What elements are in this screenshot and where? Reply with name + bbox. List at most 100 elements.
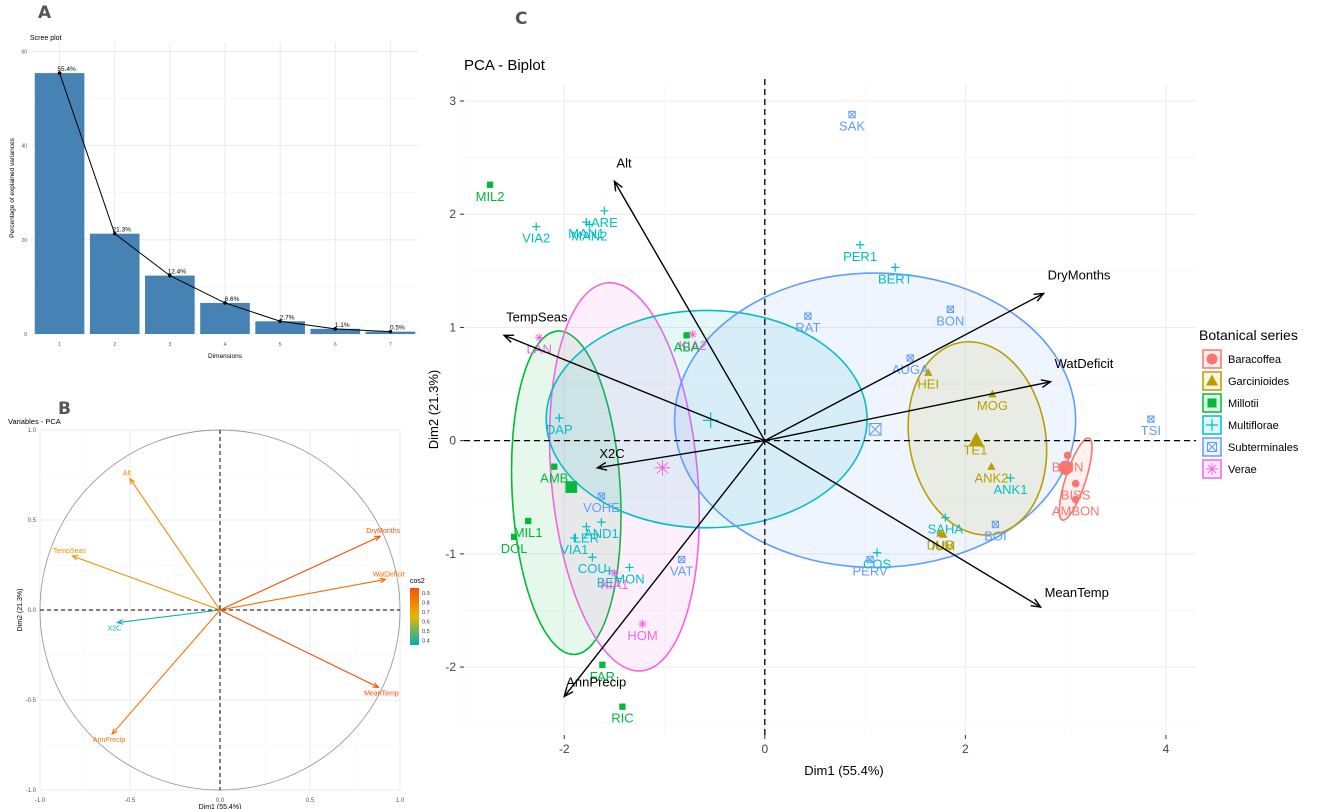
point-kia2	[688, 330, 697, 339]
ellipse-subterminales	[673, 272, 1077, 569]
legend-label-baracoffea: Baracoffea	[1228, 354, 1282, 366]
scree-x-tick: 5	[279, 342, 282, 348]
point-are	[600, 206, 609, 216]
point-label-perv: PERV	[853, 564, 888, 579]
var-vector-meantemp	[219, 609, 379, 688]
biplot-y-tick: -2	[445, 660, 456, 674]
biplot-arrow-label: X2C	[599, 446, 624, 461]
legend-label-subterminales: Subterminales	[1228, 442, 1299, 454]
biplot-y-tick: -1	[445, 547, 456, 561]
point-per1	[855, 240, 865, 249]
point-label-dub: DUB	[927, 537, 954, 552]
biplot-y-tick: 1	[449, 320, 456, 334]
scree-point	[278, 319, 282, 324]
cos2-tick: 0.5	[422, 629, 430, 635]
point-label-hom: HOM	[627, 628, 657, 643]
point-label-mil1: MIL1	[514, 525, 543, 540]
scree-y-tick: 0	[24, 332, 27, 338]
biplot-arrowhead	[1033, 292, 1046, 302]
biplot-y-tick: 2	[449, 207, 456, 221]
scree-y-tick: 60	[21, 49, 27, 55]
biplot-arrow-label: MeanTemp	[1045, 585, 1109, 600]
cos2-legend-title: cos2	[410, 578, 425, 585]
point-ank1	[1006, 473, 1015, 483]
point-label-dol: DOL	[501, 541, 528, 556]
point-label-ium: IUM	[931, 539, 955, 554]
point-amb	[551, 463, 558, 470]
point-ank2	[987, 462, 996, 470]
var-y-tick: -0.5	[26, 698, 37, 704]
biplot-arrow-label: AnnPrecip	[566, 675, 626, 690]
point-label-vohe: VOHE	[583, 500, 620, 515]
point-label-and1: AND1	[584, 526, 619, 541]
scree-bar	[255, 321, 305, 334]
point-label-tsi: TSI	[1141, 423, 1161, 438]
point-label-ler: LER	[574, 531, 599, 546]
scree-point	[112, 231, 117, 236]
point-label-per1: PER1	[843, 249, 877, 264]
var-vector-annprecip	[111, 609, 221, 735]
point-cos	[872, 548, 882, 557]
point-label-amb: AMB	[540, 471, 568, 486]
var-vector-label: X2C	[108, 626, 122, 633]
point-te1	[971, 433, 980, 442]
legend-label-garcinioides: Garcinioides	[1228, 376, 1290, 388]
legend-marker-garcinioides	[1206, 374, 1218, 386]
biplot-arrowhead	[502, 334, 515, 343]
centroid-millotii	[565, 481, 578, 493]
point-label-via2: VIA2	[522, 231, 550, 246]
point-label-bon: BON	[936, 313, 964, 328]
cos2-tick: 0.7	[422, 610, 430, 616]
biplot-arrowhead	[1030, 598, 1043, 608]
point-cou	[588, 553, 597, 562]
point-dol	[510, 533, 518, 541]
point-label-ank1: ANK1	[994, 482, 1028, 497]
cos2-tick: 0.9	[422, 591, 430, 597]
var-arrowhead	[115, 619, 124, 625]
legend-marker-baracoffea	[1206, 353, 1218, 365]
point-lan	[535, 333, 544, 342]
biplot-x-tick: 2	[962, 742, 969, 756]
legend-label-multiflorae: Multiflorae	[1228, 420, 1279, 432]
point-label-ric: RIC	[611, 711, 633, 726]
point-rat	[804, 312, 812, 320]
biplot-arrow-meantemp	[764, 440, 1041, 608]
var-arrowhead	[372, 682, 380, 689]
scree-y-tick: 40	[21, 144, 27, 150]
point-biss	[1071, 479, 1080, 488]
var-vector-label: MeanTemp	[364, 690, 399, 697]
point-label-aba: ABA	[674, 339, 700, 354]
scree-x-tick: 3	[168, 342, 171, 348]
scree-bar	[310, 328, 361, 334]
point-far	[599, 661, 606, 668]
var-y-tick: -1.0	[26, 788, 37, 794]
point-ler	[582, 522, 591, 531]
centroid-verae	[654, 460, 671, 476]
scree-bar	[200, 302, 250, 334]
var-y-tick: 1.0	[28, 428, 37, 434]
var-vector-drymonths	[219, 535, 381, 611]
point-dub	[936, 528, 945, 537]
point-label-via1: VIA1	[560, 542, 588, 557]
biplot-arrow-watdeficit	[764, 381, 1051, 442]
point-kia1	[610, 568, 619, 578]
point-label-bet: BET	[597, 575, 622, 590]
var-x-tick: 1.0	[396, 798, 405, 804]
biplot-title: PCA - Biplot	[464, 57, 546, 74]
point-label-sak: SAK	[839, 119, 865, 134]
var-y-tick: 0.5	[28, 518, 37, 524]
biplot-arrow-label: DryMonths	[1048, 267, 1111, 282]
var-arrowhead	[374, 535, 382, 542]
centroid-baracoffea	[1058, 460, 1073, 475]
point-ambon	[1071, 495, 1080, 504]
biplot-y-label: Dim2 (21.3%)	[426, 370, 441, 449]
point-man2	[585, 220, 594, 229]
scree-x-tick: 7	[389, 342, 392, 348]
scree-value-label: 0.5%	[390, 325, 405, 332]
biplot-arrow-alt	[613, 181, 766, 441]
legend-marker-multiflorae	[1206, 419, 1218, 431]
point-label-mil2: MIL2	[476, 189, 505, 204]
var-vector-tempseas	[72, 555, 221, 611]
scree-y-label: Percentage of explained variances	[9, 137, 16, 237]
